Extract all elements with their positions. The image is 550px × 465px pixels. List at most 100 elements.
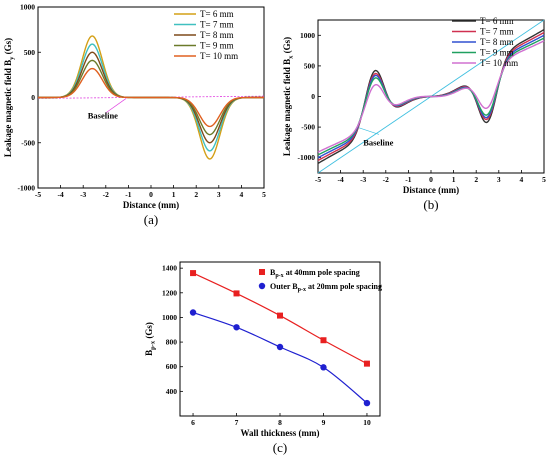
legend-entry: T= 10 mm <box>200 51 238 61</box>
y-axis-label-unit: (Gs) <box>282 37 292 56</box>
legend-rest: at 40mm pole spacing <box>284 268 360 277</box>
data-point-circle <box>276 343 284 351</box>
legend-marker <box>259 269 265 275</box>
legend-entry: T= 9 mm <box>200 41 234 51</box>
legend-entry: T= 8 mm <box>480 37 514 47</box>
x-tick-label: -4 <box>57 190 63 199</box>
y-axis-label-sub: y <box>9 56 16 60</box>
legend-entry: T= 6 mm <box>480 16 514 26</box>
series-line-5 <box>317 40 545 153</box>
legend-entry: T= 10 mm <box>480 58 518 68</box>
y-tick-label: 600 <box>166 362 178 371</box>
y-axis-label-unit: (Gs) <box>3 38 13 57</box>
x-tick-label: 4 <box>520 175 524 184</box>
legend-entry: T= 6 mm <box>200 9 234 19</box>
legend-entry: T= 7 mm <box>480 27 514 37</box>
data-point-square <box>190 270 197 277</box>
x-tick-label: -1 <box>405 175 411 184</box>
x-tick-label: 3 <box>497 175 501 184</box>
y-tick-label: 1000 <box>20 3 35 12</box>
annotation-text: Baseline <box>363 137 393 147</box>
panel-label: (a) <box>144 212 158 227</box>
y-axis-label: Bp-x (Gs) <box>144 322 157 356</box>
y-tick-label: 0 <box>31 93 35 102</box>
y-tick-label: 1200 <box>162 288 177 297</box>
x-tick-label: -4 <box>337 175 343 184</box>
y-axis-label-main: Leakage magnetic field B <box>282 59 292 156</box>
data-point-square <box>277 312 283 319</box>
x-axis-label: Distance (mm) <box>123 200 179 210</box>
panel-label: (c) <box>273 440 287 455</box>
x-tick-label: 6 <box>191 418 195 427</box>
y-axis-label-sub: p-x <box>150 340 157 350</box>
y-tick-label: 800 <box>166 338 178 347</box>
legend-entry: Bp-x at 40mm pole spacing <box>270 268 360 279</box>
x-tick-label: -5 <box>315 175 321 184</box>
series-line-5 <box>38 67 264 128</box>
y-axis-label-main: B <box>144 350 154 356</box>
legend-marker <box>258 282 266 290</box>
x-tick-label: 1 <box>452 175 456 184</box>
y-tick-label: 0 <box>311 92 315 101</box>
y-axis-label: Leakage magnetic field Bx (Gs) <box>282 37 295 156</box>
y-axis-label-sub: x <box>288 55 295 59</box>
x-axis-label: Distance (mm) <box>403 185 459 195</box>
data-point-circle <box>320 364 327 371</box>
x-tick-label: -1 <box>125 190 131 199</box>
annotation-arrow <box>105 98 127 114</box>
x-tick-label: -2 <box>103 190 109 199</box>
fit-curve-2 <box>192 311 368 404</box>
x-tick-label: -5 <box>35 190 41 199</box>
x-tick-label: 3 <box>217 190 221 199</box>
x-tick-label: 9 <box>322 418 326 427</box>
x-tick-label: 7 <box>235 418 239 427</box>
x-tick-label: 1 <box>172 190 176 199</box>
y-tick-label: -500 <box>301 123 315 132</box>
x-tick-label: 4 <box>240 190 244 199</box>
data-point-square <box>233 290 240 297</box>
legend-main: Outer B <box>270 282 298 291</box>
legend-rest: at 20mm pole spacing <box>306 282 382 291</box>
chart-panel-a: -5 -4 -3 -2 -1 0 1 2 3 4 5 -1000 -500 0 500 1000 Distanc… <box>3 3 266 228</box>
chart-panel-b: -5 -4 -3 -2 -1 0 1 2 3 4 5 -1000 -500 0 500 1000 Distanc… <box>282 16 546 212</box>
data-point-circle <box>233 324 240 331</box>
y-tick-label: -1000 <box>298 153 316 162</box>
y-tick-label: 400 <box>166 387 178 396</box>
annotation-arrow <box>358 127 380 135</box>
data-point-circle <box>189 309 197 316</box>
x-tick-label: 8 <box>278 418 282 427</box>
legend-entry: Outer Bp-x at 20mm pole spacing <box>270 282 382 293</box>
y-tick-label: 500 <box>304 61 316 70</box>
x-tick-label: 5 <box>262 190 266 199</box>
x-tick-label: 2 <box>474 175 478 184</box>
y-tick-label: -1000 <box>18 184 36 193</box>
x-tick-label: -3 <box>360 175 366 184</box>
data-point-square <box>363 360 370 367</box>
y-axis-label-unit: (Gs) <box>144 322 154 341</box>
legend-entry: T= 7 mm <box>200 20 234 30</box>
x-tick-label: 5 <box>542 175 546 184</box>
y-axis-label-main: Leakage magnetic field B <box>3 60 13 157</box>
x-tick-label: 0 <box>149 190 153 199</box>
x-tick-label: 2 <box>194 190 198 199</box>
legend-main: B <box>270 268 276 277</box>
legend-sub: p-x <box>298 287 306 293</box>
data-point-square <box>320 337 327 344</box>
x-axis-label: Wall thickness (mm) <box>240 428 319 438</box>
x-tick-label: -2 <box>383 175 389 184</box>
x-tick-label: 10 <box>363 418 371 427</box>
legend-entry: T= 8 mm <box>200 30 234 40</box>
x-tick-label: 0 <box>429 175 433 184</box>
y-tick-label: 1400 <box>162 264 177 273</box>
annotation-text: Baseline <box>88 110 118 120</box>
y-tick-label: 1000 <box>162 313 177 322</box>
y-tick-label: 1000 <box>300 31 315 40</box>
x-tick-label: -3 <box>80 190 86 199</box>
legend-entry: T= 9 mm <box>480 48 514 58</box>
data-point-circle <box>363 399 371 407</box>
y-tick-label: 500 <box>24 48 36 57</box>
panel-label: (b) <box>423 197 438 212</box>
chart-panel-c: 6 7 8 9 10 400 600 800 1000 1200 1400 Wall thicknes… <box>144 261 382 455</box>
y-tick-label: -500 <box>21 138 35 147</box>
